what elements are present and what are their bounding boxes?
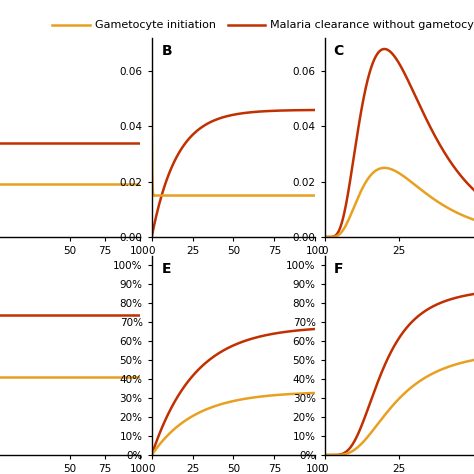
Text: E: E xyxy=(162,262,171,276)
Text: C: C xyxy=(334,44,344,58)
Text: Malaria clearance without gametocytes: Malaria clearance without gametocytes xyxy=(270,19,474,30)
Text: B: B xyxy=(162,44,172,58)
Text: F: F xyxy=(334,262,343,276)
Text: Gametocyte initiation: Gametocyte initiation xyxy=(95,19,216,30)
